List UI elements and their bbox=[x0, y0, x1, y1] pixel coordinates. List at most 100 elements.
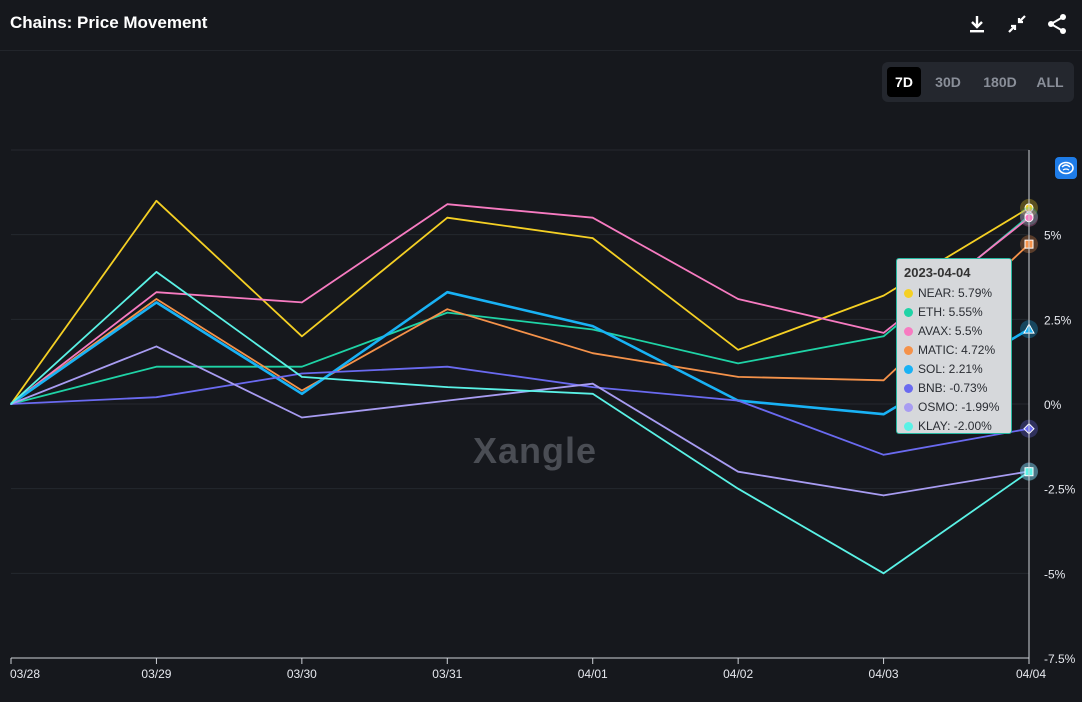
data-point bbox=[737, 362, 739, 365]
legend-dot-icon bbox=[904, 384, 913, 393]
data-point bbox=[882, 454, 885, 456]
data-point bbox=[155, 298, 158, 300]
tooltip-row: KLAY: -2.00% bbox=[904, 417, 1011, 436]
data-point bbox=[591, 382, 594, 385]
x-tick-label: 04/04 bbox=[1016, 667, 1046, 681]
y-tick-label: -2.5% bbox=[1044, 483, 1076, 497]
tooltip-row: BNB: -0.73% bbox=[904, 379, 1011, 398]
tooltip-row-label: BNB: -0.73% bbox=[918, 381, 988, 395]
data-point bbox=[446, 308, 449, 310]
collapse-icon[interactable] bbox=[1005, 12, 1029, 36]
data-point bbox=[591, 393, 594, 395]
data-point bbox=[591, 325, 594, 327]
data-point bbox=[737, 349, 739, 351]
y-tick-label: 5% bbox=[1044, 229, 1062, 243]
legend-dot-icon bbox=[904, 327, 913, 336]
series-line-bnb bbox=[10, 365, 1030, 456]
tooltip: 2023-04-04 NEAR: 5.79% ETH: 5.55% AVAX: 5.… bbox=[896, 258, 1012, 434]
data-point bbox=[155, 200, 158, 202]
tooltip-row: OSMO: -1.99% bbox=[904, 398, 1011, 417]
tooltip-row-label: OSMO: -1.99% bbox=[918, 400, 1000, 414]
range-180d-button[interactable]: 180D bbox=[983, 74, 1017, 90]
data-point bbox=[301, 393, 303, 395]
data-point bbox=[446, 203, 449, 205]
x-tick-label: 03/29 bbox=[141, 667, 171, 681]
tooltip-row: SOL: 2.21% bbox=[904, 360, 1011, 379]
data-point bbox=[155, 301, 158, 304]
series-line-near bbox=[10, 199, 1030, 405]
data-point bbox=[155, 396, 158, 399]
data-point bbox=[591, 386, 594, 388]
legend-dot-icon bbox=[904, 289, 913, 298]
chart-header: Chains: Price Movement bbox=[0, 0, 1082, 51]
tooltip-row-label: KLAY: -2.00% bbox=[918, 419, 992, 433]
tooltip-row: ETH: 5.55% bbox=[904, 303, 1011, 322]
data-point bbox=[155, 365, 158, 368]
data-point bbox=[591, 216, 594, 219]
data-point bbox=[882, 294, 885, 297]
series-line-sol bbox=[10, 290, 1030, 416]
tooltip-row-label: MATIC: 4.72% bbox=[918, 343, 996, 357]
series-line-osmo bbox=[10, 345, 1030, 497]
range-selector: 7D 30D 180D ALL bbox=[882, 62, 1074, 102]
data-point bbox=[155, 291, 158, 294]
data-point bbox=[10, 403, 12, 405]
series-line-avax bbox=[10, 203, 1030, 405]
x-tick-label: 04/02 bbox=[723, 667, 753, 681]
data-point bbox=[301, 365, 303, 368]
range-7d-button[interactable]: 7D bbox=[887, 67, 921, 97]
x-tick-label: 03/28 bbox=[10, 667, 40, 681]
data-point bbox=[446, 216, 449, 219]
x-tick-label: 03/31 bbox=[432, 667, 462, 681]
data-point bbox=[446, 291, 449, 294]
tooltip-row: AVAX: 5.5% bbox=[904, 322, 1011, 341]
data-point bbox=[737, 298, 739, 300]
data-point bbox=[301, 335, 303, 338]
legend-dot-icon bbox=[904, 365, 913, 374]
data-point bbox=[882, 335, 885, 338]
brain-logo-icon[interactable] bbox=[1055, 157, 1077, 179]
range-30d-button[interactable]: 30D bbox=[935, 74, 961, 90]
legend-dot-icon bbox=[904, 308, 913, 317]
data-point bbox=[737, 376, 739, 378]
data-point bbox=[301, 416, 303, 419]
download-icon[interactable] bbox=[965, 12, 989, 36]
y-tick-label: -5% bbox=[1044, 567, 1066, 581]
data-point bbox=[882, 413, 885, 415]
data-point bbox=[591, 328, 594, 331]
tooltip-row-label: SOL: 2.21% bbox=[918, 362, 983, 376]
tooltip-row-label: NEAR: 5.79% bbox=[918, 286, 993, 300]
data-point bbox=[155, 345, 158, 348]
share-icon[interactable] bbox=[1045, 12, 1069, 36]
series-line-klay bbox=[10, 270, 1030, 575]
tooltip-date: 2023-04-04 bbox=[904, 265, 971, 280]
tooltip-row: MATIC: 4.72% bbox=[904, 341, 1011, 360]
y-tick-label: 2.5% bbox=[1044, 313, 1072, 327]
data-point bbox=[446, 386, 449, 388]
data-point bbox=[591, 237, 594, 239]
data-point bbox=[301, 389, 303, 392]
y-tick-label: 0% bbox=[1044, 398, 1062, 412]
data-point bbox=[591, 352, 594, 355]
data-point bbox=[882, 494, 885, 497]
data-point bbox=[737, 399, 739, 402]
data-point bbox=[882, 379, 885, 382]
x-tick-label: 03/30 bbox=[287, 667, 317, 681]
data-point bbox=[155, 271, 158, 273]
chart-title: Chains: Price Movement bbox=[10, 13, 208, 32]
legend-dot-icon bbox=[904, 403, 913, 412]
data-point bbox=[882, 572, 885, 575]
tooltip-rows: NEAR: 5.79% ETH: 5.55% AVAX: 5.5% MATIC: 4.… bbox=[904, 284, 1011, 436]
series-line-eth bbox=[10, 215, 1030, 405]
tooltip-row: NEAR: 5.79% bbox=[904, 284, 1011, 303]
data-point bbox=[737, 487, 739, 490]
tooltip-row-label: AVAX: 5.5% bbox=[918, 324, 983, 338]
range-all-button[interactable]: ALL bbox=[1036, 74, 1064, 90]
data-point bbox=[882, 332, 885, 334]
axes: 5% 2.5% 0% -2.5% -5% -7.5% 03/28 03/29 03/30 03/3… bbox=[10, 150, 1076, 681]
legend-dot-icon bbox=[904, 422, 913, 431]
data-point bbox=[446, 399, 449, 402]
legend-dot-icon bbox=[904, 346, 913, 355]
data-point bbox=[301, 372, 303, 375]
